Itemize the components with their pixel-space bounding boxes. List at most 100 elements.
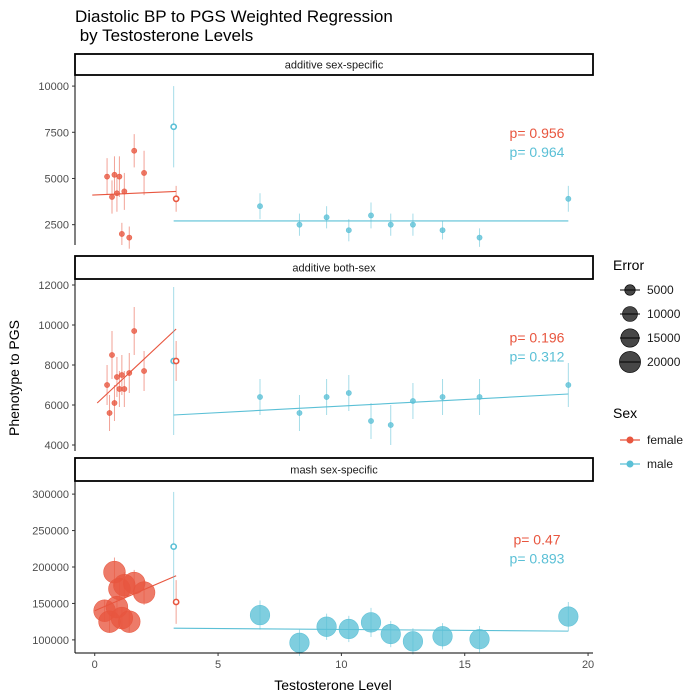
y-tick-label: 6000 (45, 400, 69, 412)
x-tick-label: 10 (335, 659, 347, 671)
legend-error-key (624, 284, 636, 296)
legend-error-key (622, 306, 638, 322)
data-point-female (118, 610, 141, 633)
data-point-male (316, 616, 337, 637)
data-point-male (410, 398, 416, 404)
data-point-male (387, 221, 394, 228)
legend-error-label: 20000 (647, 355, 681, 369)
y-tick-label: 150000 (32, 598, 69, 610)
x-axis-title: Testosterone Level (274, 677, 392, 693)
data-point-female (116, 173, 123, 180)
data-point-female (109, 194, 115, 200)
y-tick-label: 10000 (38, 81, 69, 93)
data-point-male (345, 390, 352, 396)
legend-sex-key (626, 436, 634, 444)
data-point-male (323, 394, 330, 400)
legend-error-key (620, 328, 640, 348)
facet-panel: additive sex-specific 2500 5000 7500 10000 p=… (38, 53, 594, 249)
data-point-male (170, 543, 178, 550)
data-point-female (109, 352, 115, 358)
data-point-female (118, 372, 125, 378)
p-value-male: p= 0.312 (510, 349, 565, 365)
facet-strip-label: additive sex-specific (285, 60, 384, 72)
facet-strip (74, 457, 594, 482)
p-value-male: p= 0.964 (510, 144, 565, 160)
facet-strip-label: mash sex-specific (290, 465, 378, 477)
facet-strip-label: additive both-sex (292, 263, 376, 275)
data-point-female (126, 234, 133, 241)
data-point-male (565, 195, 572, 202)
y-tick-label: 10000 (38, 320, 69, 332)
data-point-male (257, 203, 263, 210)
data-point-female (116, 386, 123, 392)
data-point-female (106, 410, 113, 416)
data-point-female (114, 374, 120, 380)
data-point-female (126, 370, 133, 376)
p-value-female: p= 0.196 (510, 330, 565, 346)
data-point-female (121, 386, 128, 392)
y-tick-label: 2500 (45, 220, 69, 232)
data-point-male (439, 394, 446, 400)
data-point-female (114, 190, 120, 197)
legend-sex-label: male (647, 457, 673, 471)
data-point-female (141, 368, 147, 374)
data-point-male (296, 221, 303, 228)
data-point-female (172, 195, 180, 203)
p-value-female: p= 0.956 (510, 125, 565, 141)
x-tick-label: 15 (459, 659, 471, 671)
data-point-male (360, 612, 382, 633)
facet-panels: additive sex-specific 2500 5000 7500 10000 p=… (32, 53, 594, 656)
data-point-male (469, 629, 490, 650)
y-tick-label: 7500 (45, 127, 69, 139)
facet-panel: additive both-sex 4000 6000 8000 10000 12000 p… (38, 255, 594, 452)
legend-error-key (619, 351, 641, 373)
regression-line-female (92, 190, 177, 196)
data-point-male (345, 227, 352, 234)
legend-error-label: 15000 (647, 331, 681, 345)
data-point-male (387, 422, 394, 428)
data-point-male (410, 221, 416, 228)
data-point-female (131, 328, 138, 334)
data-point-female (172, 357, 180, 365)
data-point-female (111, 171, 118, 178)
data-point-female (118, 231, 125, 237)
data-point-male (323, 214, 330, 221)
y-tick-label: 12000 (38, 280, 69, 292)
data-point-male (476, 394, 483, 400)
x-tick-label: 5 (215, 659, 221, 671)
y-tick-label: 200000 (32, 562, 69, 574)
y-tick-label: 250000 (32, 526, 69, 538)
legend-title-error: Error (613, 257, 644, 273)
y-tick-label: 8000 (45, 360, 69, 372)
y-tick-label: 5000 (45, 173, 69, 185)
y-tick-label: 4000 (45, 440, 69, 452)
chart-title-line-1: Diastolic BP to PGS Weighted Regression (75, 7, 393, 26)
data-point-female (111, 400, 118, 406)
data-point-male (296, 410, 303, 416)
data-point-male (368, 418, 374, 424)
data-point-female (104, 173, 110, 180)
p-value-female: p= 0.47 (513, 532, 560, 548)
legend-error-label: 5000 (647, 283, 674, 297)
data-point-male (289, 632, 310, 653)
p-value-male: p= 0.893 (510, 551, 565, 567)
data-point-male (380, 623, 401, 645)
facet-panel: mash sex-specific 100000 150000 200000 25000… (32, 457, 594, 656)
y-axis-title: Phenotype to PGS (6, 320, 22, 436)
x-axis: 0 5 10 15 20 (75, 652, 594, 671)
data-point-male (439, 227, 446, 234)
data-point-male (249, 605, 271, 626)
data-point-female (141, 170, 147, 176)
data-point-female (132, 581, 156, 604)
x-tick-label: 0 (92, 659, 98, 671)
data-point-female (104, 382, 110, 388)
x-tick-label: 20 (582, 659, 594, 671)
chart-title-line-2: by Testosterone Levels (75, 26, 253, 45)
legend-title-sex: Sex (613, 405, 637, 421)
y-tick-label: 300000 (32, 489, 69, 501)
legend-error-label: 10000 (647, 307, 681, 321)
data-point-male (402, 631, 424, 652)
legend-sex-label: female (647, 433, 683, 447)
